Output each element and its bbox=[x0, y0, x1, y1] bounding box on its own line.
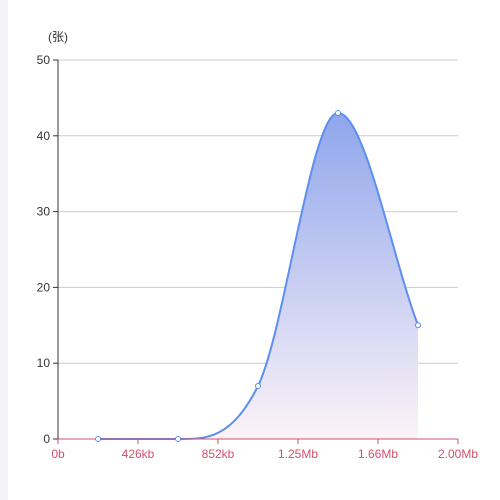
left-sidebar-strip bbox=[0, 0, 8, 500]
data-point[interactable] bbox=[95, 436, 101, 442]
y-tick-label: 50 bbox=[37, 53, 51, 67]
data-points bbox=[95, 110, 421, 442]
y-axis-unit-label: (张) bbox=[48, 30, 68, 44]
x-tick-label: 426kb bbox=[122, 447, 155, 461]
x-tick-label: 0b bbox=[51, 447, 65, 461]
x-tick-label: 1.66Mb bbox=[358, 447, 398, 461]
y-tick-label: 10 bbox=[37, 356, 51, 370]
y-tick-label: 40 bbox=[37, 129, 51, 143]
data-point[interactable] bbox=[415, 322, 421, 329]
x-tick-label: 2.00Mb bbox=[438, 447, 478, 461]
data-point[interactable] bbox=[255, 382, 261, 389]
x-tick-label: 852kb bbox=[202, 447, 235, 461]
y-tick-label: 20 bbox=[37, 280, 51, 294]
area-fill bbox=[98, 113, 418, 440]
data-point[interactable] bbox=[335, 110, 341, 117]
x-tick-label: 1.25Mb bbox=[278, 447, 318, 461]
series-area bbox=[98, 113, 418, 440]
axes bbox=[53, 59, 459, 444]
y-tick-label: 0 bbox=[43, 432, 50, 446]
data-point[interactable] bbox=[175, 436, 181, 442]
tick-labels: 0 10 20 30 40 50 0b 426kb 852kb 1.25Mb 1.66Mb 2.00M… bbox=[37, 30, 479, 461]
y-tick-label: 30 bbox=[37, 205, 51, 219]
